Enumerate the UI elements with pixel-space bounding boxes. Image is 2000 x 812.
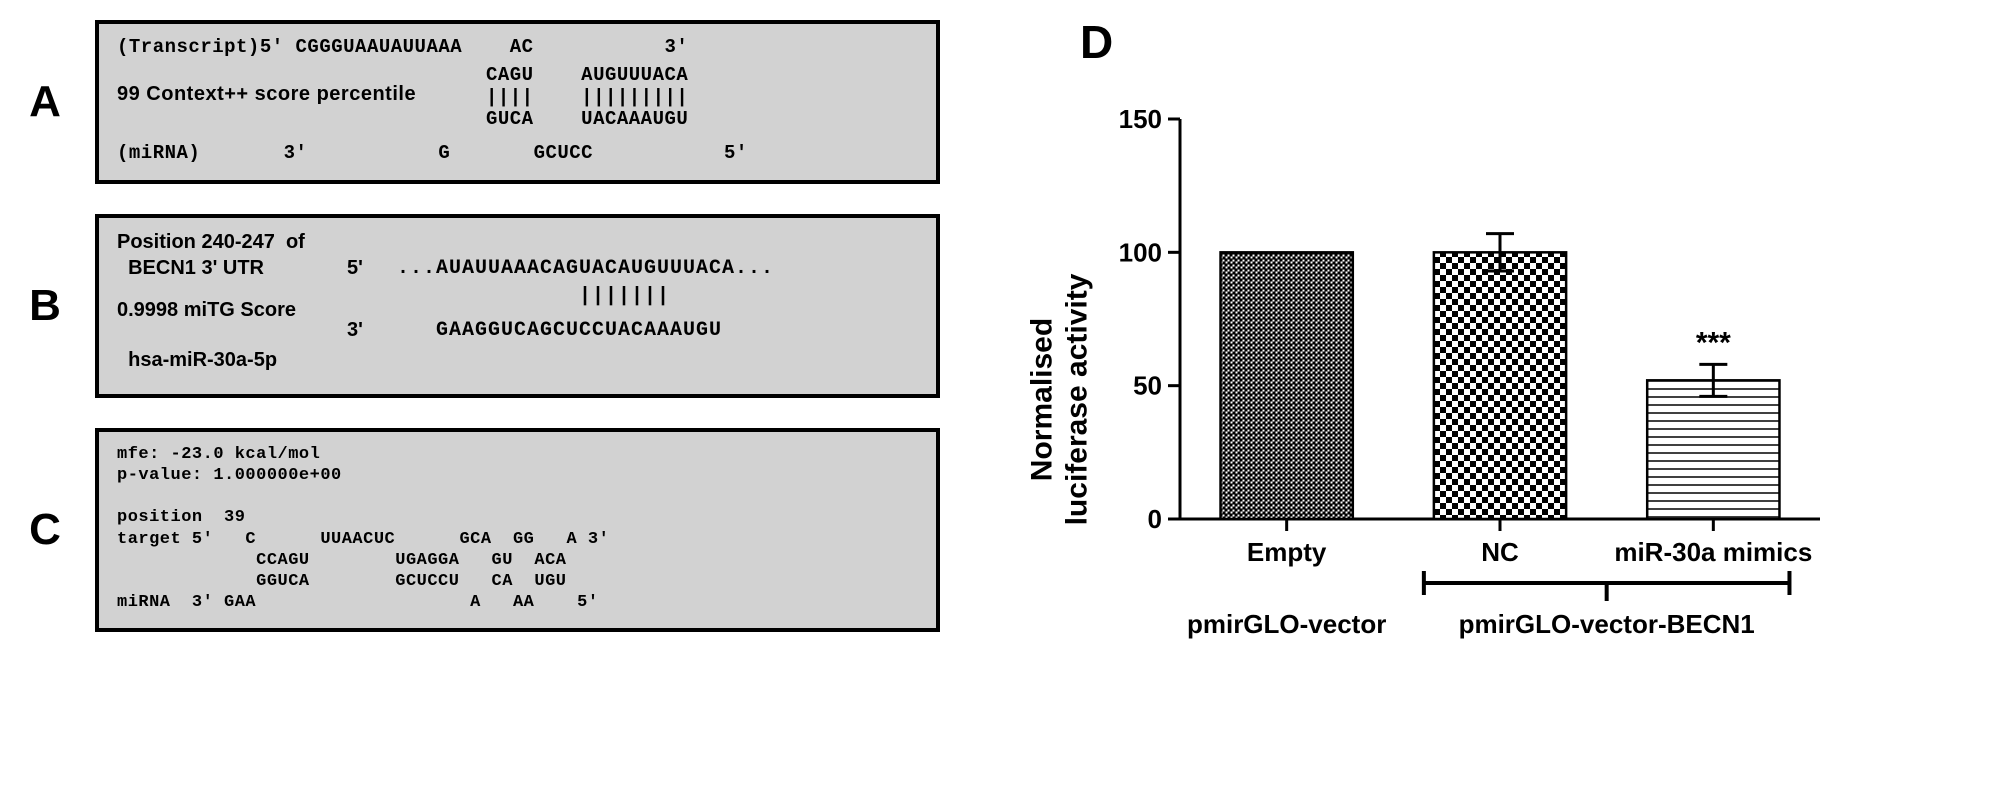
svg-text:NC: NC [1481, 537, 1519, 567]
svg-text:Empty: Empty [1247, 537, 1327, 567]
panel-b-label: B [20, 281, 70, 331]
svg-text:pmirGLO-vector-BECN1: pmirGLO-vector-BECN1 [1459, 609, 1755, 639]
svg-text:0: 0 [1148, 504, 1162, 534]
panel-c-row: C mfe: -23.0 kcal/molp-value: 1.000000e+… [20, 428, 940, 632]
panel-c-label: C [20, 505, 70, 555]
svg-text:150: 150 [1119, 104, 1162, 134]
panel-a-label: A [20, 77, 70, 127]
ylabel-line1: Normalised [1026, 317, 1059, 480]
panel-a-box: (Transcript)5' CGGGUAAUAUUAAA AC 3'99 Co… [95, 20, 940, 184]
chart-wrap: Normalised luciferase activity 0 50 100 150… [1020, 89, 1960, 709]
panel-b-row: B Position 240-247 of BECN1 3' UTR0.9998… [20, 214, 940, 398]
svg-text:***: *** [1696, 326, 1731, 359]
chart-ylabel: Normalised luciferase activity [1020, 89, 1100, 709]
svg-text:100: 100 [1119, 237, 1162, 267]
figure-container: A (Transcript)5' CGGGUAAUAUUAAA AC 3'99 … [20, 20, 1980, 709]
panel-a-row: A (Transcript)5' CGGGUAAUAUUAAA AC 3'99 … [20, 20, 940, 184]
panel-b-box: Position 240-247 of BECN1 3' UTR0.9998 m… [95, 214, 940, 398]
svg-text:miR-30a mimics: miR-30a mimics [1614, 537, 1812, 567]
svg-text:50: 50 [1133, 371, 1162, 401]
bar-chart: 0 50 100 150 Empty NC *** miR-30a mimics pmirGLO… [1110, 89, 1930, 709]
svg-text:pmirGLO-vector: pmirGLO-vector [1187, 609, 1386, 639]
chart-ylabel-text: Normalised luciferase activity [1026, 273, 1095, 525]
panel-c-box: mfe: -23.0 kcal/molp-value: 1.000000e+00… [95, 428, 940, 632]
ylabel-line2: luciferase activity [1060, 273, 1093, 525]
left-column: A (Transcript)5' CGGGUAAUAUUAAA AC 3'99 … [20, 20, 940, 709]
right-column: D Normalised luciferase activity 0501001… [1020, 20, 1960, 709]
panel-d-label: D [1080, 15, 1960, 69]
